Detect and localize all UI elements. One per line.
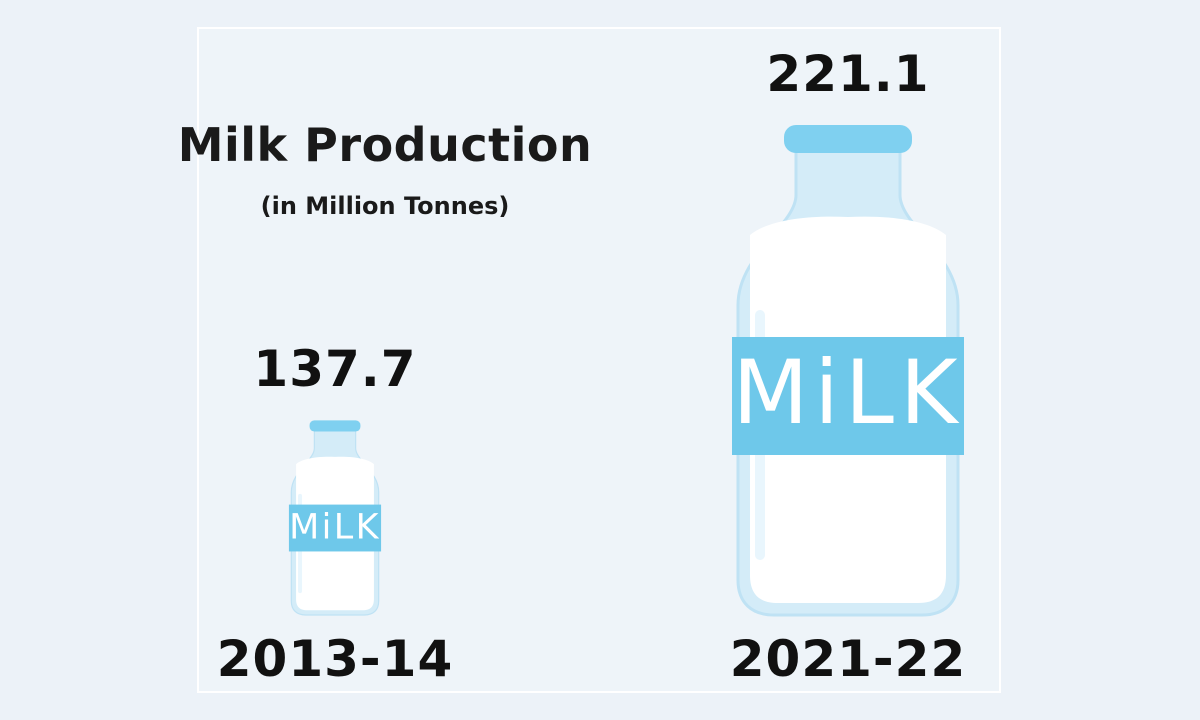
bottle-label-text: MiLK: [732, 341, 963, 444]
bottle-label-band: [288, 504, 382, 552]
category-label: 2013-14: [216, 630, 454, 688]
bottle-cap: [784, 125, 912, 153]
bottle-cap: [309, 420, 361, 432]
bottle-bar-2013-14: MiLK: [288, 420, 382, 616]
chart-subtitle: (in Million Tonnes): [260, 192, 510, 220]
data-label-value: 221.1: [766, 45, 930, 103]
bottle-bar-2021-22: MiLK: [732, 125, 964, 617]
data-label-value: 137.7: [253, 340, 417, 399]
category-label: 2021-22: [729, 630, 967, 688]
chart-title: Milk Production: [177, 118, 593, 172]
bottle-label-band: [732, 337, 964, 455]
bottle-label-text: MiLK: [289, 508, 381, 548]
